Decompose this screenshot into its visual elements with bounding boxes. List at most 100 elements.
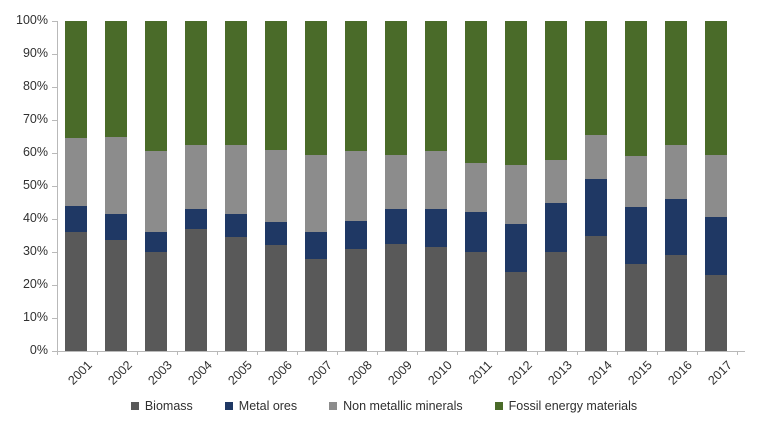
x-axis-label-2009: 2009 — [385, 358, 415, 388]
x-axis-label-2003: 2003 — [145, 358, 175, 388]
bar-2006 — [265, 21, 287, 351]
bar-segment-2011-fossil-energy-materials — [465, 21, 487, 163]
bar-segment-2016-non-metallic-minerals — [665, 144, 687, 200]
bar-segment-2016-fossil-energy-materials — [665, 21, 687, 145]
y-axis-tick-label: 80% — [22, 79, 48, 93]
y-axis-tick-label: 20% — [22, 277, 48, 291]
bar-2016 — [665, 21, 687, 351]
legend-item-non-metallic-minerals: Non metallic minerals — [329, 399, 463, 413]
legend-label: Biomass — [144, 399, 193, 413]
bar-segment-2017-metal-ores — [705, 217, 727, 276]
bar-2017 — [705, 21, 727, 351]
bar-segment-2004-biomass — [185, 228, 207, 351]
bar-segment-2013-non-metallic-minerals — [545, 159, 567, 203]
bar-2011 — [465, 21, 487, 351]
bar-segment-2003-biomass — [145, 252, 167, 351]
bar-segment-2005-biomass — [225, 237, 247, 351]
x-axis-label-2010: 2010 — [425, 358, 455, 388]
bar-2012 — [505, 21, 527, 351]
bar-segment-2001-biomass — [65, 232, 87, 351]
x-axis-tick-mark — [537, 351, 538, 355]
y-axis-line — [57, 21, 58, 352]
bar-segment-2003-non-metallic-minerals — [145, 151, 167, 233]
bar-segment-2012-non-metallic-minerals — [505, 164, 527, 224]
y-axis-tick-mark — [52, 153, 57, 154]
x-axis-tick-mark — [457, 351, 458, 355]
bar-segment-2001-fossil-energy-materials — [65, 21, 87, 139]
bar-segment-2003-metal-ores — [145, 232, 167, 252]
y-axis-tick-mark — [52, 285, 57, 286]
bar-segment-2002-metal-ores — [105, 214, 127, 241]
bar-segment-2006-metal-ores — [265, 222, 287, 246]
legend-item-metal-ores: Metal ores — [224, 399, 297, 413]
bar-segment-2004-fossil-energy-materials — [185, 21, 207, 145]
bar-segment-2002-biomass — [105, 240, 127, 351]
legend-swatch-icon — [494, 402, 503, 410]
bar-2013 — [545, 21, 567, 351]
x-axis-tick-mark — [697, 351, 698, 355]
bar-segment-2002-fossil-energy-materials — [105, 21, 127, 137]
x-axis-label-2014: 2014 — [585, 358, 615, 388]
x-axis-tick-mark — [57, 351, 58, 355]
x-axis-tick-mark — [257, 351, 258, 355]
bar-segment-2012-biomass — [505, 271, 527, 351]
x-axis-tick-mark — [577, 351, 578, 355]
bar-2002 — [105, 21, 127, 351]
x-axis-label-2012: 2012 — [505, 358, 535, 388]
bar-segment-2001-metal-ores — [65, 205, 87, 233]
x-axis-tick-mark — [497, 351, 498, 355]
legend-swatch-icon — [130, 402, 139, 410]
bar-segment-2010-non-metallic-minerals — [425, 151, 447, 210]
x-axis-tick-mark — [97, 351, 98, 355]
bar-segment-2016-biomass — [665, 255, 687, 351]
x-axis-tick-mark — [737, 351, 738, 355]
bar-segment-2016-metal-ores — [665, 199, 687, 256]
bar-segment-2007-fossil-energy-materials — [305, 21, 327, 155]
bar-segment-2009-biomass — [385, 243, 407, 351]
bar-segment-2003-fossil-energy-materials — [145, 21, 167, 152]
x-axis-tick-mark — [657, 351, 658, 355]
y-axis-tick-mark — [52, 318, 57, 319]
plot-area — [57, 21, 747, 355]
legend-swatch-icon — [224, 402, 233, 410]
x-axis-label-2001: 2001 — [65, 358, 95, 388]
bar-2005 — [225, 21, 247, 351]
bar-segment-2011-non-metallic-minerals — [465, 162, 487, 213]
legend-label: Fossil energy materials — [508, 399, 638, 413]
y-axis-tick-mark — [52, 186, 57, 187]
x-axis-label-2008: 2008 — [345, 358, 375, 388]
bar-segment-2005-fossil-energy-materials — [225, 21, 247, 145]
bar-2003 — [145, 21, 167, 351]
legend-item-biomass: Biomass — [130, 399, 193, 413]
bar-segment-2015-non-metallic-minerals — [625, 156, 647, 208]
bar-segment-2002-non-metallic-minerals — [105, 136, 127, 215]
bar-segment-2010-metal-ores — [425, 209, 447, 248]
bar-segment-2008-biomass — [345, 248, 367, 351]
legend-swatch-icon — [329, 402, 338, 410]
bar-segment-2011-metal-ores — [465, 212, 487, 252]
x-axis-tick-mark — [617, 351, 618, 355]
y-axis-tick-mark — [52, 87, 57, 88]
y-axis-tick-mark — [52, 21, 57, 22]
bar-segment-2014-biomass — [585, 235, 607, 351]
bar-segment-2017-non-metallic-minerals — [705, 154, 727, 218]
x-axis-tick-mark — [137, 351, 138, 355]
bar-segment-2015-fossil-energy-materials — [625, 21, 647, 157]
y-axis-tick-label: 100% — [16, 13, 48, 27]
x-axis-line — [57, 351, 745, 352]
bar-segment-2014-fossil-energy-materials — [585, 21, 607, 135]
y-axis-tick-label: 90% — [22, 46, 48, 60]
y-axis-tick-label: 70% — [22, 112, 48, 126]
bar-segment-2010-biomass — [425, 247, 447, 351]
bar-2001 — [65, 21, 87, 351]
y-axis-tick-label: 50% — [22, 178, 48, 192]
legend-label: Non metallic minerals — [343, 399, 463, 413]
bar-segment-2005-non-metallic-minerals — [225, 144, 247, 215]
bar-segment-2012-fossil-energy-materials — [505, 21, 527, 165]
x-axis-label-2002: 2002 — [105, 358, 135, 388]
y-axis-tick-label: 0% — [29, 343, 48, 357]
x-axis-tick-mark — [177, 351, 178, 355]
x-axis-label-2011: 2011 — [465, 358, 495, 387]
bar-2010 — [425, 21, 447, 351]
